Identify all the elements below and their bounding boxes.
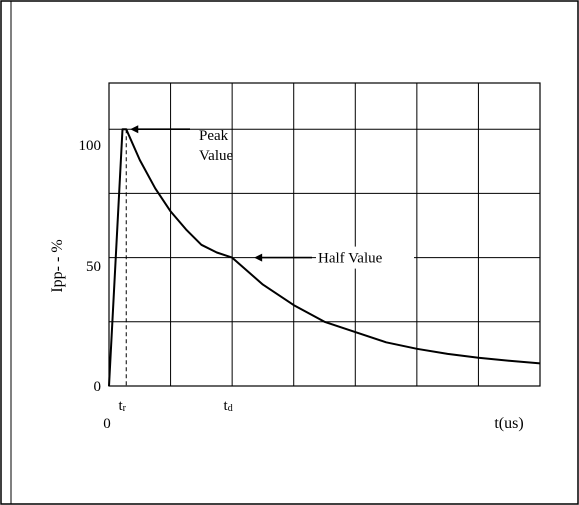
peak-annotation-line-1: Value (199, 148, 233, 164)
y-tick-label-0: 0 (94, 379, 102, 395)
x-marker-label-tr: tr (118, 398, 126, 414)
peak-arrow-head (130, 125, 139, 134)
peak-annotation-line-0: Peak (199, 128, 229, 144)
plot-border (108, 82, 541, 387)
series-curves (108, 128, 541, 387)
x-axis-label: t(us) (494, 415, 523, 432)
x-markers: tr td (118, 129, 233, 414)
half-annotation-text: Half Value (318, 251, 383, 267)
annotations: Peak Value Half Value (130, 125, 414, 269)
y-tick-label-100: 100 (79, 138, 102, 154)
y-tick-label-50: 50 (86, 259, 101, 275)
x-marker-label-td: td (224, 398, 233, 414)
half-annotation-bg (316, 246, 414, 269)
half-arrow-head (254, 253, 263, 262)
series-line (108, 128, 541, 387)
plot-area-border (108, 82, 541, 387)
x-origin-label: 0 (103, 416, 111, 432)
y-axis-label: Ipp- - % (49, 239, 66, 292)
